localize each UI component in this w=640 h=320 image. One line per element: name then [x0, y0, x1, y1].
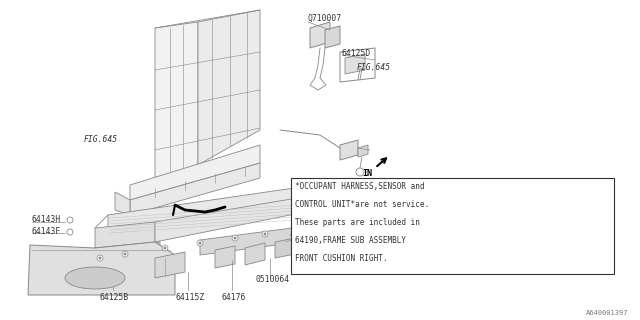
Text: 0510064: 0510064: [255, 276, 289, 284]
Text: FIG.645: FIG.645: [84, 135, 118, 145]
Polygon shape: [155, 252, 185, 278]
Circle shape: [262, 231, 268, 237]
Ellipse shape: [65, 267, 125, 289]
Circle shape: [67, 229, 73, 235]
Polygon shape: [315, 184, 355, 205]
Text: 64115Z: 64115Z: [175, 292, 204, 301]
Circle shape: [162, 245, 168, 251]
Circle shape: [234, 237, 236, 239]
Text: IN: IN: [362, 169, 372, 178]
Polygon shape: [130, 145, 260, 200]
Polygon shape: [108, 185, 315, 230]
Polygon shape: [345, 54, 365, 74]
Circle shape: [67, 217, 73, 223]
Polygon shape: [28, 242, 175, 295]
Polygon shape: [215, 246, 235, 268]
Text: FIG.645: FIG.645: [357, 63, 391, 73]
Circle shape: [264, 233, 266, 235]
Polygon shape: [155, 22, 198, 185]
Circle shape: [199, 242, 201, 244]
Circle shape: [99, 257, 101, 259]
Text: CONTROL UNIT*are not service.: CONTROL UNIT*are not service.: [295, 200, 429, 209]
Circle shape: [97, 255, 103, 261]
Polygon shape: [275, 236, 305, 258]
Bar: [291, 178, 614, 274]
Text: 64190: 64190: [358, 189, 382, 198]
Polygon shape: [310, 22, 330, 48]
Polygon shape: [245, 243, 265, 265]
Polygon shape: [95, 242, 160, 265]
Circle shape: [124, 253, 126, 255]
Circle shape: [122, 251, 128, 257]
Polygon shape: [200, 225, 315, 255]
Polygon shape: [340, 48, 375, 82]
Polygon shape: [155, 195, 315, 242]
Text: 64143F: 64143F: [32, 228, 61, 236]
Text: A640001397: A640001397: [586, 310, 628, 316]
Text: *OCCUPANT HARNESS,SENSOR and: *OCCUPANT HARNESS,SENSOR and: [295, 182, 425, 191]
Text: 64143H: 64143H: [32, 215, 61, 225]
Circle shape: [197, 240, 203, 246]
Polygon shape: [358, 145, 368, 157]
Polygon shape: [95, 222, 155, 248]
Polygon shape: [340, 140, 358, 160]
Polygon shape: [115, 192, 130, 215]
Circle shape: [232, 235, 238, 241]
Polygon shape: [325, 26, 340, 48]
Circle shape: [164, 247, 166, 249]
Circle shape: [356, 168, 364, 176]
Text: Q710007: Q710007: [308, 13, 342, 22]
Text: These parts are included in: These parts are included in: [295, 218, 420, 227]
Text: FRONT CUSHION RIGHT.: FRONT CUSHION RIGHT.: [295, 254, 388, 263]
Text: 64190,FRAME SUB ASSEMBLY: 64190,FRAME SUB ASSEMBLY: [295, 236, 406, 245]
Polygon shape: [198, 10, 260, 165]
Text: 64125D: 64125D: [342, 49, 371, 58]
Polygon shape: [130, 163, 260, 215]
Text: 64125B: 64125B: [100, 292, 129, 301]
Text: 64176: 64176: [222, 292, 246, 301]
